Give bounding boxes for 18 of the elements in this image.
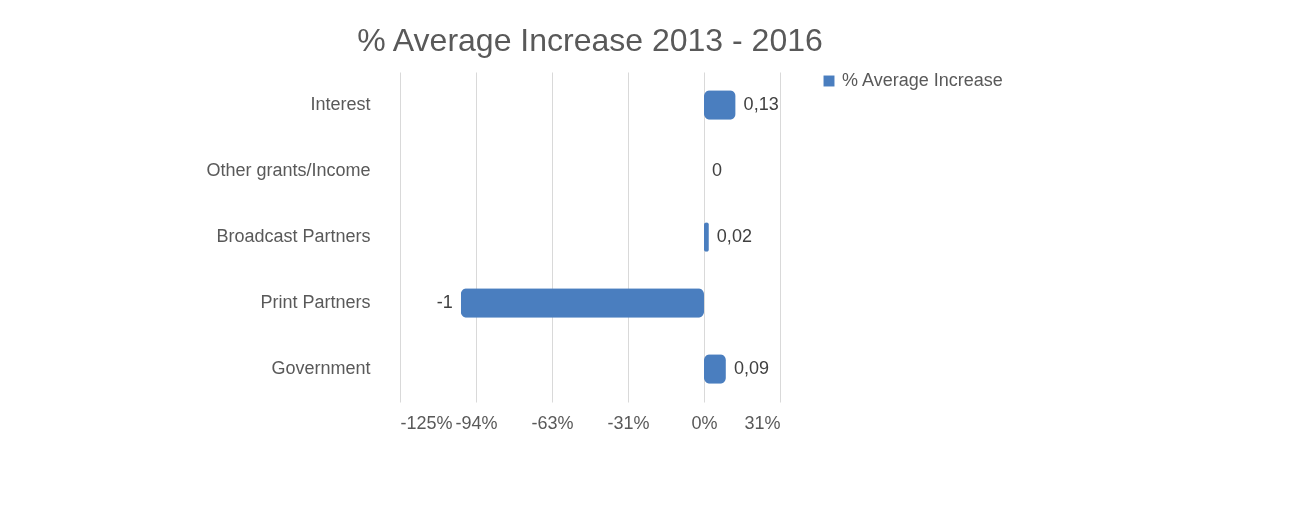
data-label: -1 xyxy=(436,292,453,312)
x-tick-label: -31% xyxy=(607,412,650,433)
x-tick-label: -125% xyxy=(400,412,453,433)
data-label: 0,02 xyxy=(716,226,752,246)
data-label: 0,13 xyxy=(743,94,779,114)
x-tick-label: 31% xyxy=(744,412,781,433)
x-tick-label: 0% xyxy=(691,412,718,433)
y-tick-label: Other grants/Income xyxy=(206,160,371,180)
x-tick-label: -94% xyxy=(455,412,498,433)
y-tick-label: Print Partners xyxy=(260,292,371,312)
y-tick-label: Government xyxy=(271,358,371,378)
y-tick-label: Broadcast Partners xyxy=(216,226,371,246)
data-label: 0 xyxy=(712,160,723,180)
data-label: 0,09 xyxy=(733,358,769,378)
x-tick-label: -63% xyxy=(531,412,574,433)
legend-label: % Average Increase xyxy=(842,70,1003,90)
chart-title: % Average Increase 2013 - 2016 xyxy=(357,22,823,58)
y-tick-label: Interest xyxy=(310,94,371,114)
